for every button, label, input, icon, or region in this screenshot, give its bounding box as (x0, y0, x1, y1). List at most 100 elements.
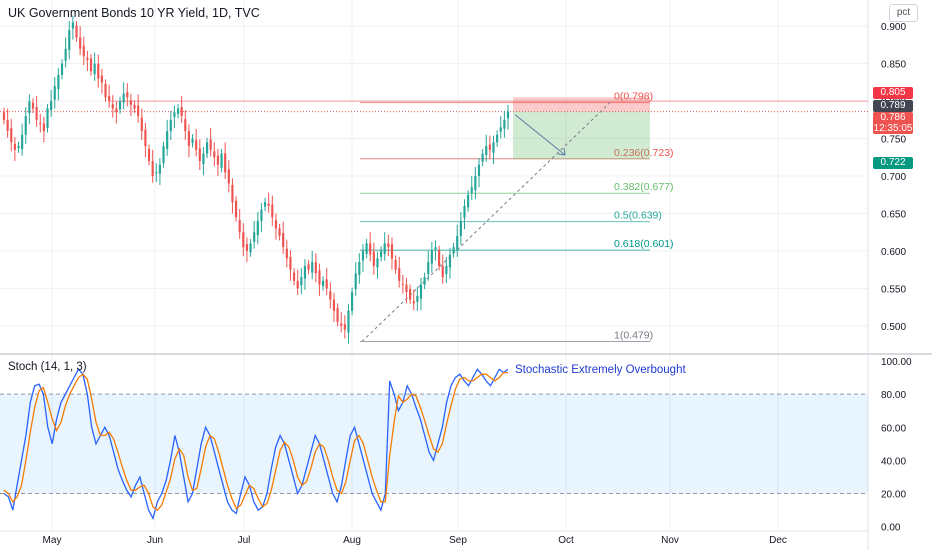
candle (202, 146, 205, 176)
candle-body (21, 134, 24, 150)
candle-body (53, 86, 56, 100)
candle-body (104, 83, 107, 98)
candle-body (470, 187, 473, 194)
candle-body (318, 270, 321, 285)
chart-title: UK Government Bonds 10 YR Yield, 1D, TVC (8, 6, 260, 20)
candle (307, 259, 310, 275)
candle-body (126, 92, 129, 98)
candle (347, 304, 350, 344)
candle (213, 142, 216, 167)
candle (184, 110, 187, 141)
candle (35, 95, 38, 127)
candle (68, 20, 71, 60)
candle (419, 277, 423, 311)
candle (412, 289, 415, 311)
candle-body (503, 119, 506, 129)
candle-body (354, 273, 357, 290)
candle (169, 110, 172, 141)
candle (187, 124, 191, 158)
candle-body (216, 155, 220, 165)
candle-body (220, 153, 223, 168)
price-badge-789: 0.789 (873, 100, 913, 112)
candle (10, 119, 13, 152)
candle-body (111, 104, 114, 109)
candle (474, 167, 477, 200)
candle (390, 237, 394, 270)
candle (155, 163, 158, 182)
candle (289, 250, 292, 281)
candle-body (2, 112, 6, 120)
candle (311, 250, 314, 280)
candle-body (122, 93, 125, 103)
time-tick-label: Sep (449, 535, 467, 546)
candle-body (409, 289, 412, 300)
candle-body (155, 172, 158, 174)
candle-body (82, 45, 85, 57)
candle-body (380, 250, 383, 257)
candle-body (100, 75, 103, 83)
candle-body (180, 107, 183, 117)
candle (176, 104, 180, 119)
candle (401, 274, 404, 294)
candle-body (325, 279, 328, 289)
candle-body (383, 243, 386, 254)
candle (441, 254, 444, 284)
stoch-tick-label: 0.00 (881, 523, 901, 534)
take-profit-zone (513, 111, 650, 160)
candle (430, 241, 433, 273)
candle (93, 52, 96, 81)
candle-body (394, 259, 397, 270)
candle (220, 149, 223, 173)
candle-body (438, 250, 441, 266)
candle-body (13, 143, 16, 150)
candle-body (46, 108, 49, 129)
candle-body (289, 256, 292, 270)
candle (82, 36, 85, 66)
candle (253, 220, 256, 249)
candle-body (89, 58, 93, 72)
price-tick-label: 0.500 (881, 322, 906, 333)
candle-body (463, 205, 466, 218)
candle-body (97, 63, 100, 79)
candle (409, 284, 412, 305)
candle (318, 263, 321, 296)
pct-scale-button[interactable]: pct (889, 4, 918, 22)
projection-arrow-head (557, 147, 566, 156)
price-tick-label: 0.900 (881, 22, 906, 33)
candle (238, 208, 241, 239)
candle (140, 108, 143, 141)
candle-body (256, 220, 259, 236)
candle (71, 15, 74, 40)
candle (448, 247, 452, 279)
candle-body (361, 250, 365, 261)
candle (216, 149, 220, 176)
candle-body (419, 284, 423, 299)
candle-body (427, 262, 430, 275)
candle-body (398, 268, 401, 281)
candle-body (202, 153, 205, 165)
candle (144, 122, 147, 158)
candle-body (329, 291, 332, 300)
candle-body (412, 301, 415, 304)
candle-body (372, 251, 375, 266)
candle-body (242, 232, 245, 248)
candle-body (39, 122, 42, 124)
candle-body (485, 146, 488, 156)
candle (46, 104, 49, 133)
candle-body (79, 37, 82, 49)
stoch-k-line (3, 368, 509, 521)
stop-loss-zone (513, 97, 650, 112)
candle-body (369, 243, 372, 255)
candle (427, 250, 430, 281)
candle (506, 104, 510, 130)
candle (434, 240, 437, 261)
candle-body (430, 250, 433, 264)
candle-body (68, 29, 71, 51)
fib-level-label: 0.618(0.601) (614, 238, 674, 250)
time-tick-label: Jun (147, 535, 163, 546)
candle (499, 116, 502, 139)
candle (405, 277, 408, 304)
candle (260, 202, 263, 233)
candle (24, 107, 27, 144)
